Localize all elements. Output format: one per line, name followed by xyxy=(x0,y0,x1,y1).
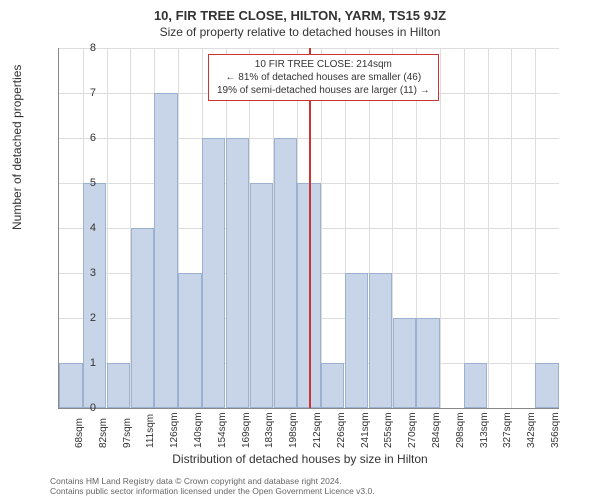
x-tick-label: 241sqm xyxy=(360,412,371,448)
y-tick-label: 0 xyxy=(56,402,96,414)
bar xyxy=(416,318,439,408)
y-tick-label: 3 xyxy=(56,267,96,279)
x-tick-label: 82sqm xyxy=(98,418,109,448)
x-tick-label: 284sqm xyxy=(431,412,442,448)
bar xyxy=(83,183,106,408)
x-tick-label: 226sqm xyxy=(336,412,347,448)
gridline-v xyxy=(511,48,512,408)
reference-line xyxy=(309,48,311,408)
x-tick-label: 298sqm xyxy=(455,412,466,448)
gridline-v xyxy=(107,48,108,408)
y-axis-label: Number of detached properties xyxy=(10,65,24,230)
bar xyxy=(202,138,225,408)
bar xyxy=(464,363,487,408)
y-tick-label: 8 xyxy=(56,42,96,54)
x-tick-label: 183sqm xyxy=(264,412,275,448)
bar xyxy=(321,363,344,408)
x-tick-label: 198sqm xyxy=(288,412,299,448)
bar xyxy=(107,363,130,408)
bar xyxy=(154,93,177,408)
bar xyxy=(250,183,273,408)
bar xyxy=(178,273,201,408)
gridline-v xyxy=(535,48,536,408)
y-tick-label: 1 xyxy=(56,357,96,369)
y-tick-label: 6 xyxy=(56,132,96,144)
x-tick-label: 342sqm xyxy=(526,412,537,448)
annotation-line3: 19% of semi-detached houses are larger (… xyxy=(217,84,430,97)
x-tick-label: 68sqm xyxy=(74,418,85,448)
title-main: 10, FIR TREE CLOSE, HILTON, YARM, TS15 9… xyxy=(0,0,600,23)
footer-line2: Contains public sector information licen… xyxy=(50,486,375,496)
x-tick-label: 212sqm xyxy=(312,412,323,448)
x-tick-label: 313sqm xyxy=(479,412,490,448)
bar xyxy=(131,228,154,408)
gridline-v xyxy=(488,48,489,408)
x-tick-label: 140sqm xyxy=(193,412,204,448)
x-tick-label: 154sqm xyxy=(217,412,228,448)
x-axis-label: Distribution of detached houses by size … xyxy=(0,452,600,466)
footer-line1: Contains HM Land Registry data © Crown c… xyxy=(50,476,375,486)
y-tick-label: 5 xyxy=(56,177,96,189)
x-tick-label: 356sqm xyxy=(550,412,561,448)
x-tick-label: 255sqm xyxy=(383,412,394,448)
x-tick-label: 97sqm xyxy=(122,418,133,448)
chart-area xyxy=(58,48,559,409)
bar xyxy=(345,273,368,408)
x-tick-label: 111sqm xyxy=(145,414,156,448)
annotation-line1: 10 FIR TREE CLOSE: 214sqm xyxy=(217,58,430,71)
bar xyxy=(369,273,392,408)
x-tick-label: 169sqm xyxy=(241,412,252,448)
x-tick-label: 270sqm xyxy=(407,412,418,448)
gridline-v xyxy=(464,48,465,408)
footer-attribution: Contains HM Land Registry data © Crown c… xyxy=(50,476,375,496)
gridline-v xyxy=(440,48,441,408)
y-tick-label: 7 xyxy=(56,87,96,99)
annotation-line2: ← 81% of detached houses are smaller (46… xyxy=(217,71,430,84)
x-tick-label: 327sqm xyxy=(502,412,513,448)
bar xyxy=(226,138,249,408)
bar xyxy=(393,318,416,408)
y-tick-label: 2 xyxy=(56,312,96,324)
bar xyxy=(535,363,558,408)
annotation-box: 10 FIR TREE CLOSE: 214sqm ← 81% of detac… xyxy=(208,54,439,101)
gridline-v xyxy=(321,48,322,408)
title-sub: Size of property relative to detached ho… xyxy=(0,23,600,39)
y-tick-label: 4 xyxy=(56,222,96,234)
x-tick-label: 126sqm xyxy=(169,412,180,448)
bar xyxy=(274,138,297,408)
